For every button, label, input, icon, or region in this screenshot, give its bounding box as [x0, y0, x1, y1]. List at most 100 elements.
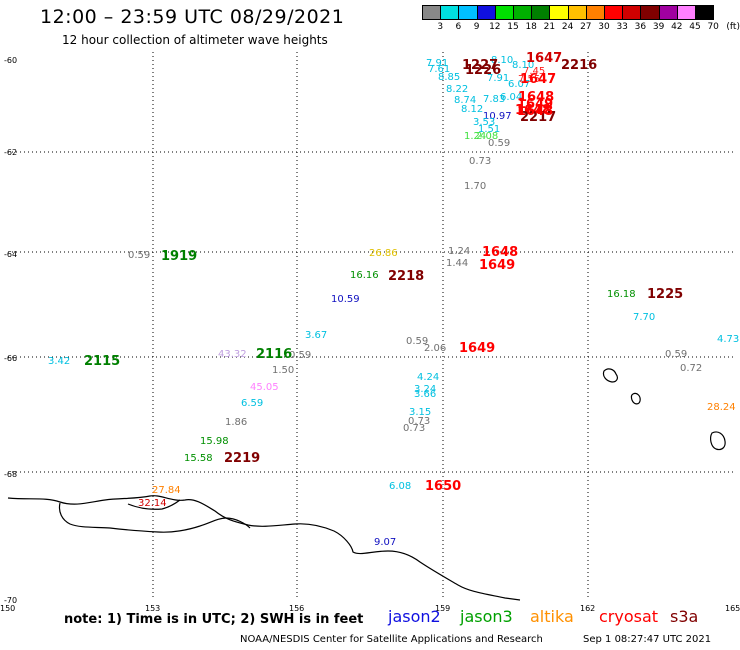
color-scale-label: 33 [616, 22, 628, 32]
color-scale-label: 30 [598, 22, 610, 32]
color-scale-label: 21 [543, 22, 556, 32]
swh-observation: 2.08 [476, 131, 499, 142]
swh-observation: 6.59 [241, 398, 264, 409]
longitude-label: 162 [580, 604, 596, 613]
latitude-label: -66 [4, 354, 18, 363]
swh-observation: 1.51 [478, 124, 501, 135]
swh-observation: 1.44 [446, 258, 469, 269]
generated-timestamp: Sep 1 08:27:47 UTC 2021 [583, 634, 712, 645]
color-scale-label: 9 [473, 22, 480, 32]
pass-time-label: 1226 [465, 63, 502, 78]
satellite-name: jason3 [460, 607, 513, 626]
latitude-label: -62 [4, 148, 18, 157]
pass-time-label: 1649 [479, 258, 516, 273]
pass-time-label: 1648 [518, 90, 555, 105]
swh-observation: 0.59 [128, 250, 151, 261]
swh-observation: 8.10 [491, 55, 514, 66]
latitude-label: -64 [4, 250, 18, 259]
color-swatch [695, 5, 715, 20]
latitude-label: -60 [4, 56, 18, 65]
pass-time-label: 1225 [647, 287, 684, 302]
swh-observation: 0.59 [406, 336, 429, 347]
satellite-name: s3a [670, 607, 699, 626]
pass-time-label: 2217 [520, 110, 557, 125]
longitude-label: 165 [725, 604, 740, 613]
pass-time-label: 2115 [84, 354, 121, 369]
color-scale-label: 24 [561, 22, 574, 32]
swh-observation: 0.73 [469, 156, 492, 167]
swh-observation: 3.24 [414, 384, 437, 395]
color-scale-label: 15 [507, 22, 519, 32]
swh-observation: 7.91 [426, 58, 449, 69]
swh-observation: 3.53 [473, 117, 496, 128]
swh-observation: 26.86 [369, 248, 398, 259]
swh-observation: 4.24 [417, 372, 440, 383]
satellite-name: altika [530, 607, 574, 626]
swh-observation: 1.50 [272, 365, 295, 376]
swh-observation: 28.24 [707, 402, 736, 413]
pass-time-label: 1649 [517, 97, 554, 112]
color-scale-label: 3 [437, 22, 444, 32]
latitude-label: -68 [4, 470, 18, 479]
swh-observation: 0.73 [403, 423, 426, 434]
color-scale-label: 42 [671, 22, 683, 32]
color-scale-legend: 3 6 9 12 15 18 21 24 27 30 33 36 39 42 45 70 (ft) [422, 5, 740, 35]
pass-time-label: 1648 [515, 103, 552, 118]
swh-observation: 6.07 [508, 79, 531, 90]
swh-observation: 9.07 [374, 537, 397, 548]
swh-observation: 7.61 [428, 64, 451, 75]
swh-observation: 2.06 [424, 343, 447, 354]
color-scale-label: 36 [634, 22, 647, 32]
pass-time-label: 2218 [388, 269, 425, 284]
swh-observation: 15.98 [200, 436, 229, 447]
swh-observation: 4.73 [717, 334, 740, 345]
swh-observation: 3.42 [48, 356, 71, 367]
pass-time-label: 1647 [520, 72, 557, 87]
pass-time-label: 2219 [224, 451, 261, 466]
pass-time-label: 2216 [561, 58, 598, 73]
color-scale-label: 18 [525, 22, 537, 32]
swh-observation: 8.12 [461, 104, 484, 115]
swh-observation: 7.55 [518, 74, 541, 85]
graticule [8, 52, 735, 600]
map-subtitle: 12 hour collection of altimeter wave hei… [62, 33, 328, 47]
pass-time-label: 1648 [482, 245, 519, 260]
swh-observation: 16.18 [607, 289, 636, 300]
swh-observation: 6.04 [500, 92, 523, 103]
swh-observation: 3.15 [409, 407, 432, 418]
credit-line: NOAA/NESDIS Center for Satellite Applica… [240, 634, 543, 645]
swh-observation: 7.70 [633, 312, 656, 323]
swh-observation: 0.59 [289, 350, 312, 361]
swh-observation: 8.85 [438, 72, 461, 83]
color-scale-label: 6 [455, 22, 462, 32]
swh-observation: 0.59 [488, 138, 511, 149]
swh-observation: 15.58 [184, 453, 213, 464]
map-title: 12:00 – 23:59 UTC 08/29/2021 [40, 6, 345, 28]
pass-time-label: 1647 [526, 51, 563, 66]
swh-observation: 43.32 [218, 349, 247, 360]
swh-observation: 8.10 [512, 60, 535, 71]
swh-observation: 0.73 [408, 416, 431, 427]
swh-observation: 45.05 [250, 382, 279, 393]
swh-observation: 10.59 [331, 294, 360, 305]
satellite-name: jason2 [388, 607, 441, 626]
pass-time-label: 1649 [459, 341, 496, 356]
pass-time-label: 1919 [161, 249, 198, 264]
longitude-label: 156 [289, 604, 305, 613]
swh-observation: 6.08 [389, 481, 412, 492]
swh-observation: 3.66 [414, 389, 437, 400]
swh-observation: 27.84 [152, 485, 181, 496]
swh-observation: 7.91 [487, 73, 510, 84]
swh-observation: 1.24 [464, 131, 487, 142]
color-scale-label: 39 [652, 22, 665, 32]
swh-observation: 7.83 [483, 94, 506, 105]
swh-observation: 0.59 [665, 349, 688, 360]
swh-observation: 8.74 [454, 95, 477, 106]
pass-time-label: 2116 [256, 347, 293, 362]
swh-observation: 10.97 [483, 111, 512, 122]
swh-observation: 3.67 [305, 330, 328, 341]
footnote: note: 1) Time is in UTC; 2) SWH is in fe… [64, 612, 364, 627]
swh-observation: 32.14 [138, 498, 167, 509]
color-scale-label: 70 [707, 22, 719, 32]
